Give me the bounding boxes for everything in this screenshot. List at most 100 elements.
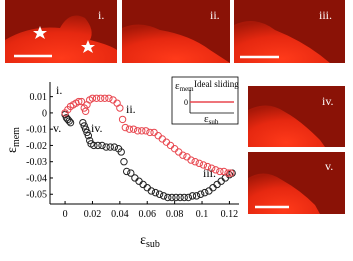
point bbox=[88, 94, 97, 102]
point bbox=[98, 141, 106, 150]
point bbox=[184, 193, 193, 202]
image-iii bbox=[234, 0, 345, 63]
point bbox=[164, 193, 172, 202]
inset-x-label: εsub bbox=[204, 113, 219, 126]
point bbox=[212, 166, 220, 174]
point bbox=[113, 99, 121, 107]
point bbox=[131, 174, 139, 182]
point bbox=[118, 115, 127, 124]
point bbox=[106, 143, 114, 151]
image-label: i. bbox=[98, 8, 104, 22]
x-tick-label: 0.1 bbox=[196, 209, 209, 220]
x-axis-title: εsub bbox=[140, 233, 160, 250]
x-tick-label: 0.08 bbox=[166, 209, 184, 220]
point bbox=[127, 169, 135, 177]
image-label: v. bbox=[325, 159, 333, 173]
symbol: ε bbox=[140, 233, 146, 248]
annotation: iv. bbox=[91, 121, 103, 135]
point bbox=[129, 125, 138, 133]
point bbox=[86, 136, 94, 145]
point bbox=[133, 127, 142, 135]
point bbox=[203, 162, 212, 171]
point bbox=[83, 128, 91, 137]
point bbox=[217, 177, 225, 185]
point bbox=[109, 96, 117, 104]
point bbox=[102, 143, 110, 151]
point bbox=[94, 141, 102, 150]
point bbox=[166, 141, 175, 150]
y-tick-label: -0.02 bbox=[26, 141, 47, 152]
y-tick-label: -0.01 bbox=[26, 125, 47, 136]
x-tick-label: 0.04 bbox=[111, 209, 129, 220]
point bbox=[207, 164, 216, 172]
point bbox=[187, 156, 195, 164]
point bbox=[151, 188, 160, 197]
point bbox=[125, 125, 134, 133]
point bbox=[139, 180, 147, 189]
point bbox=[146, 128, 154, 137]
point bbox=[192, 192, 201, 200]
y-tick-label: -0.04 bbox=[26, 173, 47, 184]
point bbox=[92, 94, 101, 102]
y-tick-label: 0 bbox=[42, 108, 47, 119]
symbol: ε bbox=[204, 113, 209, 125]
image-label: ii. bbox=[210, 8, 220, 22]
annotation: v. bbox=[53, 121, 61, 135]
point bbox=[105, 94, 113, 102]
subscript: mem bbox=[11, 127, 22, 147]
x-tick-label: 0.06 bbox=[138, 209, 156, 220]
point bbox=[213, 180, 221, 189]
point bbox=[179, 151, 187, 159]
point bbox=[172, 193, 180, 202]
point bbox=[224, 169, 232, 177]
y-tick-label: -0.05 bbox=[26, 190, 47, 201]
point bbox=[150, 128, 158, 137]
point bbox=[162, 138, 171, 146]
point bbox=[183, 153, 191, 161]
point bbox=[221, 174, 230, 182]
point bbox=[175, 148, 183, 156]
point bbox=[66, 118, 75, 127]
point bbox=[180, 193, 188, 202]
point bbox=[168, 193, 176, 202]
inset-title: Ideal sliding bbox=[194, 79, 239, 89]
point bbox=[199, 161, 208, 169]
image-ii bbox=[122, 0, 230, 64]
point bbox=[191, 158, 199, 166]
point bbox=[147, 187, 156, 195]
x-tick-label: 0 bbox=[63, 209, 68, 220]
point bbox=[159, 192, 168, 200]
point bbox=[138, 127, 146, 135]
point bbox=[110, 143, 119, 151]
image-i bbox=[5, 0, 117, 64]
inset: Ideal sliding 0 εmem εsub bbox=[171, 76, 239, 126]
x-tick-label: 0.02 bbox=[84, 209, 102, 220]
image-label: iii. bbox=[319, 8, 332, 22]
point bbox=[216, 167, 224, 176]
point bbox=[77, 97, 86, 106]
point bbox=[205, 187, 213, 195]
subscript: mem bbox=[180, 85, 195, 93]
point bbox=[170, 144, 179, 153]
image-v bbox=[248, 152, 345, 214]
point bbox=[176, 193, 184, 202]
point bbox=[201, 188, 209, 197]
y-axis-title: εmem bbox=[5, 127, 22, 153]
point bbox=[117, 148, 125, 156]
point bbox=[188, 192, 197, 200]
point bbox=[96, 94, 105, 102]
point bbox=[116, 104, 124, 112]
annotation: ii. bbox=[126, 102, 136, 116]
point bbox=[158, 135, 167, 143]
point bbox=[227, 169, 235, 177]
subscript: sub bbox=[146, 239, 160, 250]
point bbox=[120, 158, 128, 166]
image-iv bbox=[248, 86, 345, 147]
point bbox=[81, 125, 90, 133]
image-label: iv. bbox=[322, 94, 334, 108]
point bbox=[79, 118, 87, 127]
symbol: ε bbox=[175, 80, 180, 92]
subscript: sub bbox=[209, 118, 219, 126]
